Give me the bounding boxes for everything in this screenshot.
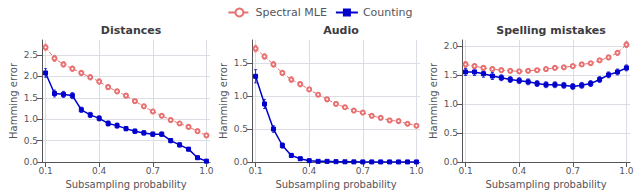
- svg-text:Distances: Distances: [101, 24, 162, 37]
- svg-text:0.7: 0.7: [356, 166, 370, 176]
- svg-text:1.5: 1.5: [234, 58, 248, 68]
- svg-text:0.4: 0.4: [92, 166, 107, 176]
- svg-text:Subsampling probability: Subsampling probability: [65, 179, 186, 190]
- svg-text:Spectral MLE: Spectral MLE: [255, 6, 327, 19]
- svg-text:0.4: 0.4: [302, 166, 317, 176]
- svg-text:0.1: 0.1: [38, 166, 52, 176]
- svg-text:Audio: Audio: [323, 24, 359, 37]
- svg-text:0.0: 0.0: [444, 157, 459, 167]
- svg-text:2.0: 2.0: [24, 71, 39, 81]
- svg-text:0.0: 0.0: [24, 157, 39, 167]
- svg-text:Subsampling probability: Subsampling probability: [275, 179, 396, 190]
- svg-text:0.4: 0.4: [512, 166, 527, 176]
- svg-text:0.5: 0.5: [444, 128, 458, 138]
- svg-text:2.0: 2.0: [444, 41, 459, 51]
- svg-text:1.0: 1.0: [234, 91, 249, 101]
- svg-text:1.0: 1.0: [409, 166, 424, 176]
- svg-text:Spelling mistakes: Spelling mistakes: [496, 24, 606, 37]
- svg-text:1.0: 1.0: [619, 166, 634, 176]
- svg-text:0.1: 0.1: [458, 166, 472, 176]
- svg-text:0.5: 0.5: [234, 124, 248, 134]
- svg-text:Counting: Counting: [363, 6, 413, 19]
- svg-text:0.7: 0.7: [146, 166, 160, 176]
- svg-text:1.5: 1.5: [24, 93, 38, 103]
- svg-text:0.5: 0.5: [24, 136, 38, 146]
- svg-text:1.5: 1.5: [444, 70, 458, 80]
- svg-text:0.0: 0.0: [234, 157, 249, 167]
- svg-text:1.0: 1.0: [199, 166, 214, 176]
- svg-text:2.5: 2.5: [24, 50, 38, 60]
- svg-text:0.7: 0.7: [566, 166, 580, 176]
- svg-text:Hamming error: Hamming error: [218, 62, 229, 139]
- svg-text:1.0: 1.0: [444, 99, 459, 109]
- svg-text:1.0: 1.0: [24, 114, 39, 124]
- svg-text:0.1: 0.1: [248, 166, 262, 176]
- svg-text:Hamming error: Hamming error: [428, 62, 439, 139]
- svg-text:Hamming error: Hamming error: [8, 62, 19, 139]
- svg-text:Subsampling probability: Subsampling probability: [485, 179, 606, 190]
